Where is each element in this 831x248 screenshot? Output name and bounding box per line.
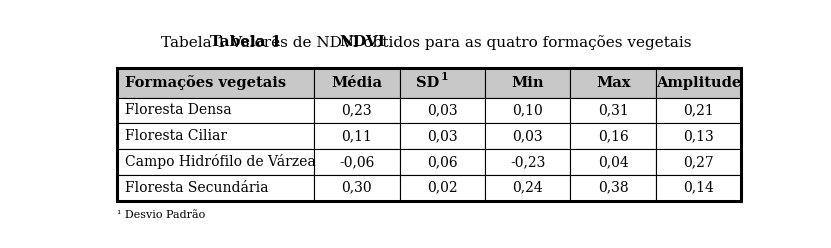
Text: Campo Hidrófilo de Várzea: Campo Hidrófilo de Várzea [125,155,316,169]
Bar [314,175,400,201]
Bar [485,175,571,201]
Text: Tabela 1 Valores de NDVI obtidos para as quatro formações vegetais: Tabela 1 Valores de NDVI obtidos para as… [160,35,691,50]
Text: 0,24: 0,24 [513,181,543,195]
Bar [400,123,485,149]
Text: Min: Min [512,76,544,90]
Text: 0,03: 0,03 [427,103,458,118]
Text: Max: Max [596,76,631,90]
Bar [571,68,656,97]
Bar [571,123,656,149]
Text: 0,03: 0,03 [513,129,543,143]
Text: 0,31: 0,31 [597,103,628,118]
Text: 1: 1 [440,71,448,82]
Text: Amplitude: Amplitude [656,76,741,90]
Text: 0,11: 0,11 [342,129,372,143]
Text: NDVI: NDVI [339,35,385,50]
Bar [116,149,314,175]
Text: Floresta Densa: Floresta Densa [125,103,231,118]
Text: 0,27: 0,27 [683,155,714,169]
Bar [571,175,656,201]
Bar [116,68,314,97]
Text: Floresta Secundária: Floresta Secundária [125,181,268,195]
Bar [400,149,485,175]
Bar [571,97,656,123]
Text: ¹ Desvio Padrão: ¹ Desvio Padrão [116,210,205,220]
Text: Tabela 1: Tabela 1 [209,35,281,50]
Text: 0,06: 0,06 [427,155,458,169]
Text: 0,04: 0,04 [597,155,628,169]
Bar [656,68,741,97]
Bar [400,68,485,97]
Bar [400,175,485,201]
Bar [485,149,571,175]
Bar [116,97,314,123]
Bar [116,123,314,149]
Text: -0,06: -0,06 [339,155,375,169]
Text: 0,16: 0,16 [597,129,628,143]
Bar [571,149,656,175]
Text: 0,23: 0,23 [342,103,372,118]
Text: 0,30: 0,30 [342,181,372,195]
Bar [656,149,741,175]
Text: 0,13: 0,13 [683,129,714,143]
Bar [485,68,571,97]
Bar [485,123,571,149]
Text: 0,03: 0,03 [427,129,458,143]
Bar [656,97,741,123]
Text: 0,14: 0,14 [683,181,714,195]
Text: -0,23: -0,23 [510,155,545,169]
Bar [314,123,400,149]
Bar [656,123,741,149]
Text: Formações vegetais: Formações vegetais [125,75,286,90]
Text: Média: Média [332,76,382,90]
Text: 0,21: 0,21 [683,103,714,118]
Bar [116,175,314,201]
Bar [314,149,400,175]
Text: 0,02: 0,02 [427,181,458,195]
Bar [314,68,400,97]
Bar [485,97,571,123]
Bar [656,175,741,201]
Text: 0,10: 0,10 [513,103,543,118]
Bar [314,97,400,123]
Text: SD: SD [416,76,439,90]
Text: Floresta Ciliar: Floresta Ciliar [125,129,227,143]
Text: 0,38: 0,38 [598,181,628,195]
Bar [400,97,485,123]
Bar [116,68,741,201]
